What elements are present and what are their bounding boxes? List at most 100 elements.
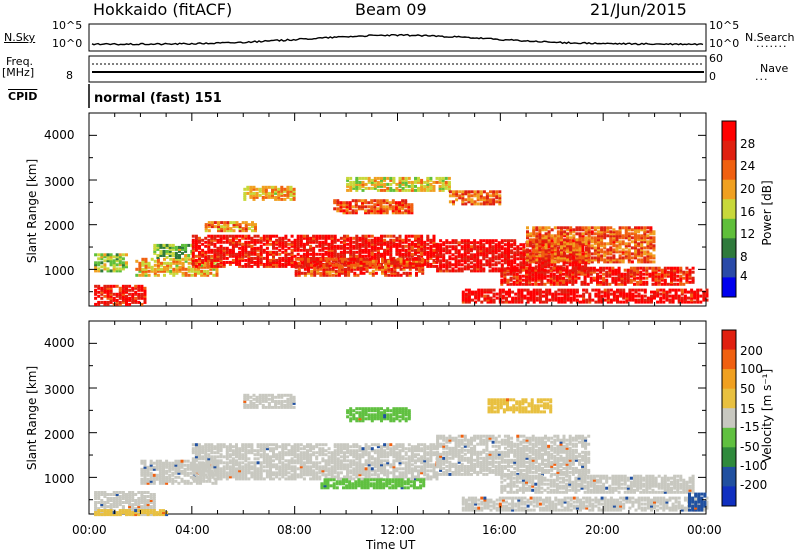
power-cell-r3: [153, 245, 157, 249]
power-cell-r14: [455, 198, 459, 202]
power-cell-r14: [485, 198, 489, 202]
power-cell-r4: [306, 240, 309, 244]
power-cell-r10: [398, 209, 401, 213]
power-cell-r5: [334, 261, 338, 265]
power-cell-r1: [97, 253, 101, 257]
power-cell-r12: [441, 176, 445, 180]
velocity-cell-r1: [152, 479, 156, 483]
power-cell-r4: [281, 242, 285, 246]
power-cell-r4: [228, 234, 232, 238]
velocity-cell-r2: [216, 473, 220, 477]
power-cell-r5: [387, 263, 391, 267]
power-cell-r5: [316, 261, 320, 265]
power-cell-r8: [509, 282, 513, 286]
velocity-cell-r2: [247, 457, 251, 461]
power-cell-r2: [184, 267, 188, 271]
power-cell-r7: [569, 288, 573, 292]
velocity-cell-r1: [140, 481, 144, 485]
power-cell-r4: [343, 250, 346, 254]
power-cell-r5: [365, 267, 369, 271]
power-cell-r9: [563, 246, 567, 250]
velocity-cell-r2: [194, 443, 198, 447]
power-cell-r4: [231, 242, 235, 246]
power-cell-r9: [612, 230, 616, 234]
power-cell-r4: [312, 246, 316, 250]
power-cell-r3: [165, 251, 169, 255]
power-cell-r4: [287, 252, 291, 256]
power-cell-r7: [511, 296, 515, 300]
power-cell-r11: [283, 193, 287, 197]
power-cell-r4: [194, 234, 198, 238]
power-cell-r12: [349, 180, 353, 184]
power-cell-r8: [509, 272, 513, 276]
velocity-cell-r2: [194, 465, 198, 469]
power-cell-r7: [653, 296, 656, 300]
power-cell-r11: [286, 191, 290, 195]
power-cell-r8: [574, 280, 578, 284]
power-cell-r8: [518, 276, 522, 280]
power-cell-r5: [325, 273, 329, 277]
power-cell-r1: [121, 253, 125, 257]
power-cell-r9: [627, 252, 631, 256]
velocity-cell-r2: [210, 455, 214, 459]
power-cell-r4: [281, 244, 285, 248]
velocity-cell-r2: [191, 457, 195, 461]
power-cell-r14: [461, 196, 465, 200]
power-cell-r9: [652, 232, 656, 236]
power-cell-r9: [637, 238, 641, 242]
power-cell-r6: [466, 239, 470, 243]
power-cell-r2: [144, 269, 148, 273]
power-cell-r6: [448, 257, 452, 261]
power-cell-r6: [488, 243, 492, 247]
power-cell-r9: [550, 248, 554, 252]
velocity-cell-r1: [195, 481, 199, 485]
power-cell-r9: [553, 236, 557, 240]
power-cell-r8: [666, 272, 670, 276]
velocity-cell-r2: [222, 465, 226, 469]
power-cell-r9: [544, 238, 548, 242]
power-cell-r8: [525, 268, 528, 272]
power-cell-r9: [556, 236, 560, 240]
power-cell-r2: [138, 267, 142, 271]
power-cell-r4: [404, 248, 408, 252]
power-cell-r4: [312, 254, 316, 258]
power-cell-r0: [128, 284, 132, 288]
power-cell-r8: [509, 270, 513, 274]
power-cell-r6: [466, 265, 470, 269]
velocity-cell-r1: [174, 465, 178, 469]
power-cell-r9: [621, 234, 625, 238]
power-cell-r5: [325, 265, 329, 269]
power-cell-r4: [225, 248, 229, 252]
power-cell-r4: [361, 234, 365, 238]
power-cell-r9: [609, 258, 613, 262]
power-cell-r8: [676, 268, 680, 272]
power-cell-r4: [238, 246, 242, 250]
power-cell-r9: [532, 228, 536, 232]
power-cell-r10: [382, 211, 386, 215]
power-cell-r7: [480, 292, 484, 296]
power-cell-r2: [150, 267, 154, 271]
power-cell-r7: [557, 288, 561, 292]
power-cell-r2: [178, 265, 182, 269]
power-cell-r3: [156, 256, 160, 259]
power-cell-r6: [584, 261, 588, 265]
velocity-cell-r1: [146, 481, 150, 485]
power-cell-r6: [522, 259, 526, 263]
power-cell-r0: [106, 292, 110, 296]
power-cell-r4: [404, 252, 408, 256]
velocity-cell-r2: [250, 445, 254, 449]
power-cell-r8: [568, 278, 572, 282]
power-cell-r4: [392, 244, 396, 248]
power-cell-r2: [212, 273, 216, 277]
power-cell-r8: [540, 270, 544, 274]
power-cell-r9: [618, 228, 622, 232]
power-cell-r10: [348, 211, 352, 215]
power-cell-r8: [626, 276, 630, 280]
power-cell-r9: [646, 260, 650, 264]
power-cell-r9: [627, 226, 631, 230]
power-cell-r7: [514, 296, 518, 300]
power-cell-r3: [168, 243, 172, 247]
power-cell-r6: [522, 263, 526, 267]
power-cell-r2: [178, 259, 182, 263]
power-cell-r8: [555, 268, 559, 272]
